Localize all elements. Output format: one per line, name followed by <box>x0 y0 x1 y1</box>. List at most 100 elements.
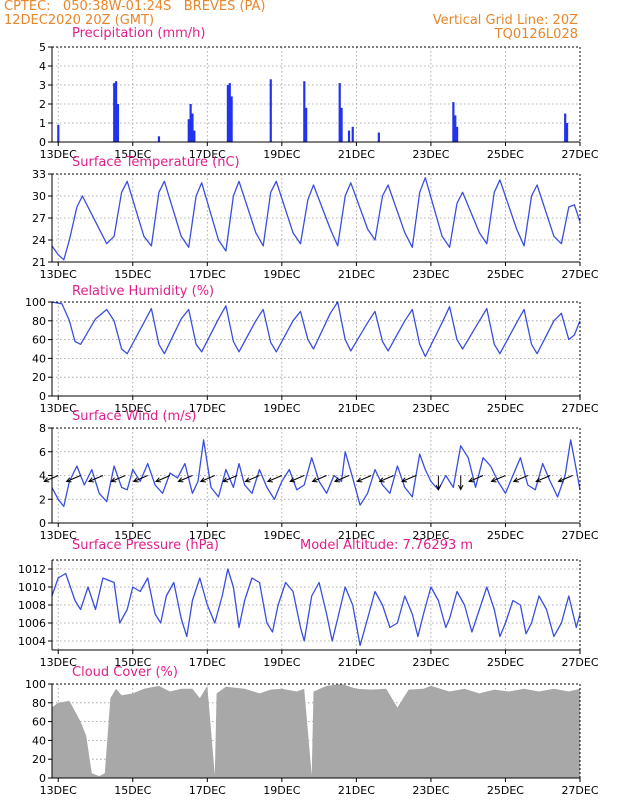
x-tick-label: 25DEC <box>487 268 524 281</box>
wind-arrow <box>379 475 394 482</box>
y-tick-label: 21 <box>32 256 46 269</box>
series-line <box>51 301 581 358</box>
x-tick-label: 17DEC <box>189 529 226 542</box>
y-tick-label: 5 <box>39 41 46 54</box>
wind-arrow <box>245 475 260 482</box>
wind-arrow-head <box>458 484 464 491</box>
x-tick-label: 19DEC <box>263 268 300 281</box>
x-tick-label: 21DEC <box>338 148 375 161</box>
precip-bar <box>456 126 459 142</box>
y-tick-label: 1004 <box>18 635 46 648</box>
panel-title: Relative Humidity (%) <box>72 284 214 299</box>
x-tick-label: 21DEC <box>338 529 375 542</box>
x-tick-label: 15DEC <box>114 402 151 415</box>
wind-arrow <box>111 475 126 482</box>
precip-bar <box>57 124 60 142</box>
wind-arrow-head <box>43 477 50 483</box>
y-tick-label: 0 <box>39 136 46 149</box>
wind-arrow-head <box>266 477 273 483</box>
precip-bar <box>269 79 272 142</box>
x-tick-label: 23DEC <box>412 402 449 415</box>
wind-arrow <box>44 475 59 482</box>
x-tick-label: 19DEC <box>263 402 300 415</box>
wind-arrow <box>178 475 193 482</box>
x-tick-label: 23DEC <box>412 656 449 669</box>
wind-arrow-head <box>356 477 363 483</box>
header-model: TQ0126L028 <box>494 27 578 42</box>
wind-arrow <box>312 475 327 482</box>
wind-arrow-head <box>557 477 564 483</box>
x-tick-label: 21DEC <box>338 268 375 281</box>
precip-bar <box>340 107 343 142</box>
wind-arrow <box>88 475 104 482</box>
x-tick-label: 23DEC <box>412 268 449 281</box>
series-line <box>51 568 581 647</box>
wind-arrow-head <box>535 477 542 483</box>
precip-bar <box>228 83 231 142</box>
wind-arrow-head <box>132 477 139 483</box>
y-tick-label: 1006 <box>18 617 46 630</box>
y-tick-label: 0 <box>39 772 46 785</box>
wind-arrow-head <box>512 477 519 483</box>
wind-arrow <box>200 475 215 482</box>
precip-bar <box>452 102 455 142</box>
x-tick-label: 19DEC <box>263 529 300 542</box>
x-tick-label: 27DEC <box>561 148 598 161</box>
x-tick-label: 27DEC <box>561 784 598 797</box>
wind-arrow <box>558 475 573 482</box>
precip-bar <box>157 136 161 142</box>
y-tick-label: 20 <box>32 371 46 384</box>
header-grid-line: Vertical Grid Line: 20Z <box>432 13 578 28</box>
x-tick-label: 27DEC <box>561 529 598 542</box>
precip-bar <box>454 115 457 142</box>
y-tick-label: 60 <box>32 334 46 347</box>
x-tick-label: 17DEC <box>189 656 226 669</box>
y-tick-label: 80 <box>32 697 46 710</box>
panel-title: Cloud Cover (%) <box>72 665 178 680</box>
x-tick-label: 23DEC <box>412 784 449 797</box>
wind-arrow <box>535 475 551 482</box>
x-tick-label: 13DEC <box>40 148 77 161</box>
y-tick-label: 20 <box>32 753 46 766</box>
precip-bar <box>305 107 308 142</box>
panel-title: Surface Pressure (hPa) <box>72 538 219 553</box>
wind-arrow-head <box>177 477 184 483</box>
y-tick-label: 30 <box>32 190 46 203</box>
wind-arrow-head <box>378 477 385 483</box>
x-tick-label: 15DEC <box>114 268 151 281</box>
series-line <box>51 439 581 508</box>
x-tick-label: 25DEC <box>487 529 524 542</box>
x-tick-label: 15DEC <box>114 784 151 797</box>
x-tick-label: 23DEC <box>412 529 449 542</box>
x-tick-label: 19DEC <box>263 148 300 161</box>
y-tick-label: 80 <box>32 315 46 328</box>
x-tick-label: 15DEC <box>114 148 151 161</box>
x-tick-label: 25DEC <box>487 656 524 669</box>
x-tick-label: 13DEC <box>40 784 77 797</box>
x-tick-label: 25DEC <box>487 148 524 161</box>
wind-arrow-head <box>244 477 251 483</box>
y-tick-label: 33 <box>32 168 46 181</box>
wind-arrow-head <box>110 477 117 483</box>
y-tick-label: 27 <box>32 212 46 225</box>
x-tick-label: 13DEC <box>40 529 77 542</box>
cloud-area <box>51 684 580 778</box>
y-tick-label: 60 <box>32 716 46 729</box>
precip-bar <box>565 123 569 142</box>
precip-bar <box>338 83 341 142</box>
precip-bar <box>303 81 306 142</box>
y-tick-label: 6 <box>39 446 46 459</box>
wind-arrow-head <box>435 484 442 491</box>
x-tick-label: 19DEC <box>263 656 300 669</box>
y-tick-label: 1012 <box>18 563 46 576</box>
y-tick-label: 1010 <box>18 581 46 594</box>
x-tick-label: 15DEC <box>114 656 151 669</box>
precip-bar <box>189 104 192 142</box>
x-tick-label: 17DEC <box>189 268 226 281</box>
y-tick-label: 100 <box>25 678 46 691</box>
y-tick-label: 2 <box>39 98 46 111</box>
x-tick-label: 27DEC <box>561 268 598 281</box>
x-tick-label: 25DEC <box>487 784 524 797</box>
wind-arrow <box>290 475 305 482</box>
x-tick-label: 21DEC <box>338 656 375 669</box>
